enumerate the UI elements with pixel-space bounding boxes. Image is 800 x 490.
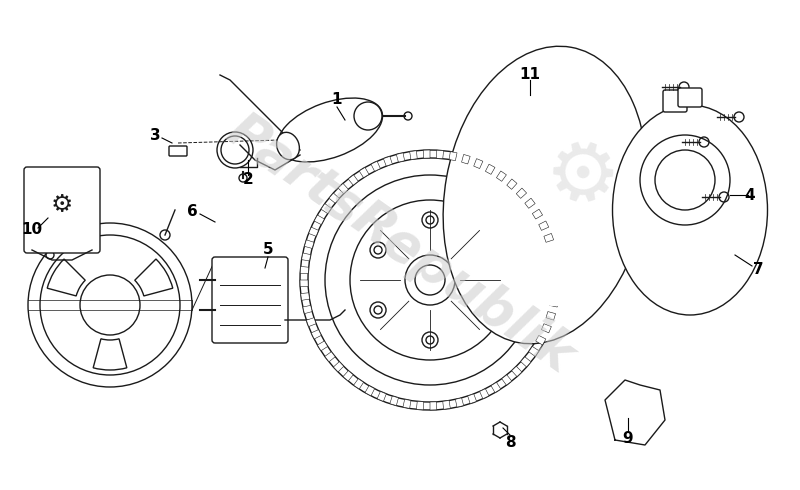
Polygon shape bbox=[480, 389, 489, 399]
FancyBboxPatch shape bbox=[678, 88, 702, 107]
Polygon shape bbox=[383, 156, 392, 166]
Wedge shape bbox=[47, 259, 86, 296]
Text: 2: 2 bbox=[242, 172, 254, 188]
Text: 6: 6 bbox=[186, 204, 198, 220]
Text: 7: 7 bbox=[753, 263, 763, 277]
Polygon shape bbox=[538, 221, 549, 230]
Polygon shape bbox=[546, 312, 555, 320]
Polygon shape bbox=[430, 402, 437, 410]
FancyBboxPatch shape bbox=[663, 90, 687, 112]
Polygon shape bbox=[502, 375, 512, 385]
Polygon shape bbox=[491, 382, 501, 392]
Polygon shape bbox=[303, 305, 312, 314]
Polygon shape bbox=[486, 164, 495, 174]
Polygon shape bbox=[521, 357, 531, 367]
Text: ⚙: ⚙ bbox=[531, 129, 629, 231]
Polygon shape bbox=[468, 394, 477, 404]
Polygon shape bbox=[300, 280, 308, 287]
Polygon shape bbox=[354, 379, 363, 389]
Polygon shape bbox=[396, 153, 405, 162]
Polygon shape bbox=[516, 188, 526, 198]
Polygon shape bbox=[462, 154, 470, 164]
Polygon shape bbox=[301, 293, 310, 300]
Text: 8: 8 bbox=[505, 435, 515, 449]
Polygon shape bbox=[325, 352, 335, 362]
Polygon shape bbox=[311, 330, 322, 339]
Polygon shape bbox=[512, 366, 522, 377]
Text: 10: 10 bbox=[22, 222, 42, 238]
Polygon shape bbox=[493, 422, 507, 438]
Polygon shape bbox=[314, 215, 324, 224]
Polygon shape bbox=[552, 273, 560, 280]
Polygon shape bbox=[321, 203, 331, 214]
Polygon shape bbox=[525, 198, 535, 208]
Polygon shape bbox=[300, 267, 309, 273]
Polygon shape bbox=[306, 318, 316, 327]
Polygon shape bbox=[377, 392, 386, 401]
Polygon shape bbox=[417, 401, 424, 410]
Polygon shape bbox=[318, 341, 328, 351]
Text: 5: 5 bbox=[262, 243, 274, 258]
Polygon shape bbox=[329, 193, 339, 203]
Polygon shape bbox=[343, 370, 354, 381]
FancyBboxPatch shape bbox=[169, 146, 187, 156]
Polygon shape bbox=[365, 386, 374, 396]
Polygon shape bbox=[532, 209, 542, 219]
FancyBboxPatch shape bbox=[212, 257, 288, 343]
Polygon shape bbox=[551, 286, 560, 294]
Polygon shape bbox=[348, 175, 358, 185]
Ellipse shape bbox=[515, 245, 595, 305]
Text: 1: 1 bbox=[332, 93, 342, 107]
Polygon shape bbox=[474, 159, 483, 169]
Polygon shape bbox=[550, 299, 558, 307]
Polygon shape bbox=[390, 396, 398, 406]
Text: 9: 9 bbox=[622, 431, 634, 445]
Polygon shape bbox=[529, 346, 539, 356]
Text: ⚙: ⚙ bbox=[51, 193, 73, 217]
Ellipse shape bbox=[443, 46, 647, 344]
Polygon shape bbox=[305, 240, 314, 248]
Text: 3: 3 bbox=[150, 127, 160, 143]
Polygon shape bbox=[302, 253, 310, 261]
Polygon shape bbox=[371, 161, 380, 172]
Polygon shape bbox=[334, 362, 344, 372]
Wedge shape bbox=[93, 339, 127, 370]
Polygon shape bbox=[548, 246, 557, 255]
Polygon shape bbox=[542, 324, 551, 333]
Ellipse shape bbox=[354, 102, 382, 130]
Text: 4: 4 bbox=[745, 188, 755, 202]
Polygon shape bbox=[309, 227, 318, 236]
Polygon shape bbox=[423, 150, 430, 158]
Polygon shape bbox=[449, 151, 457, 161]
Polygon shape bbox=[536, 335, 546, 345]
Polygon shape bbox=[410, 151, 418, 160]
FancyBboxPatch shape bbox=[24, 167, 100, 253]
Text: 11: 11 bbox=[519, 68, 541, 82]
Ellipse shape bbox=[613, 105, 767, 315]
Polygon shape bbox=[442, 400, 450, 409]
Polygon shape bbox=[550, 260, 559, 267]
Polygon shape bbox=[436, 150, 443, 159]
Polygon shape bbox=[455, 398, 464, 407]
Wedge shape bbox=[134, 259, 173, 296]
Polygon shape bbox=[544, 233, 554, 242]
Polygon shape bbox=[338, 183, 348, 194]
Ellipse shape bbox=[277, 132, 299, 160]
Text: PartsRepublik: PartsRepublik bbox=[217, 106, 583, 384]
Polygon shape bbox=[497, 171, 506, 181]
Polygon shape bbox=[605, 380, 665, 445]
Polygon shape bbox=[506, 179, 517, 189]
Polygon shape bbox=[403, 399, 411, 408]
Ellipse shape bbox=[278, 98, 382, 162]
Polygon shape bbox=[359, 168, 369, 178]
